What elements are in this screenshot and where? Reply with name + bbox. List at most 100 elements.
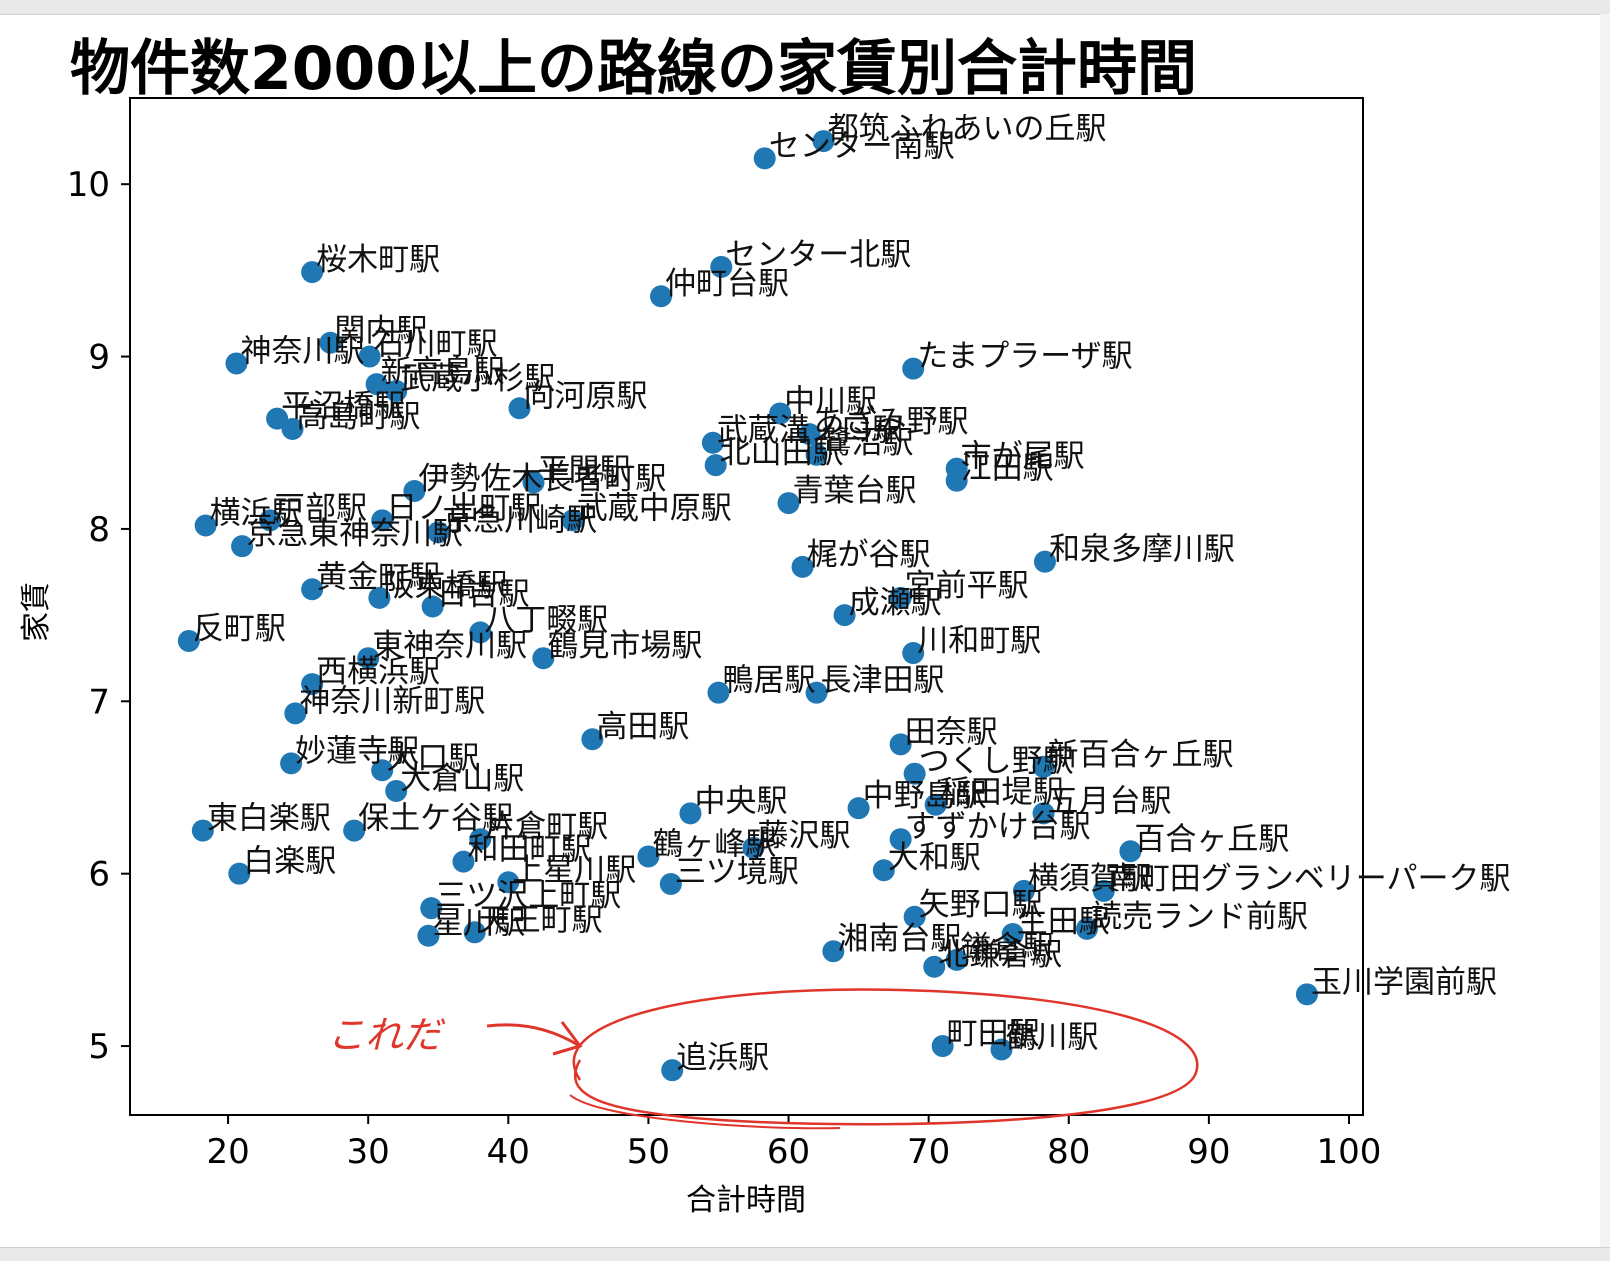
data-point	[798, 423, 821, 446]
data-point	[889, 586, 912, 609]
point-label: 川和町駅	[917, 623, 1041, 659]
point-label: 片倉町駅	[484, 809, 608, 845]
point-label: 町田駅	[947, 1016, 1040, 1052]
point-label: 伊勢佐木長者町駅	[418, 461, 666, 497]
point-label: 桜木町駅	[316, 242, 440, 278]
data-point	[833, 604, 856, 627]
data-point	[421, 595, 444, 618]
handwritten-annotation: これだ	[327, 988, 1199, 1130]
data-point	[945, 469, 968, 492]
annotation-text: これだ	[327, 1013, 446, 1057]
point-label: 日吉駅	[437, 577, 530, 613]
data-point	[805, 443, 828, 466]
data-point	[889, 828, 912, 851]
annotation-ellipse-stroke-2	[569, 1094, 841, 1130]
point-label: 関内駅	[334, 313, 427, 349]
y-axis-label: 家賃	[19, 582, 54, 642]
x-tick-label: 90	[1187, 1132, 1230, 1172]
data-point	[561, 509, 584, 532]
x-tick-label: 50	[627, 1132, 670, 1172]
point-label: 五月台駅	[1048, 783, 1172, 819]
data-points	[177, 130, 1318, 1082]
data-point	[903, 905, 926, 928]
point-label: 保土ケ谷駅	[358, 801, 513, 837]
data-point	[452, 850, 475, 873]
data-point	[427, 521, 450, 544]
point-label: 北山田駅	[720, 435, 844, 471]
point-label: 京急東神奈川駅	[246, 516, 463, 552]
data-point	[805, 681, 828, 704]
data-point	[319, 331, 342, 354]
y-tick-label: 6	[88, 855, 110, 895]
annotation-ellipse-stroke-1	[572, 988, 1199, 1126]
point-label: 市が尾駅	[961, 439, 1085, 475]
point-label: 中川駅	[784, 383, 877, 419]
point-label: 武蔵中原駅	[577, 490, 732, 526]
point-label: 高田駅	[596, 709, 689, 745]
data-point	[522, 471, 545, 494]
point-label: 大和駅	[888, 840, 981, 876]
data-point	[889, 733, 912, 756]
data-point	[385, 380, 408, 403]
data-point	[847, 797, 870, 820]
point-label: 鷺沼駅	[821, 425, 914, 461]
point-label: 稲田堤駅	[940, 775, 1064, 811]
data-point	[1032, 755, 1055, 778]
point-label: 白楽駅	[243, 844, 336, 880]
data-point	[469, 621, 492, 644]
data-point	[581, 728, 604, 751]
point-label: 宮前平駅	[905, 568, 1029, 604]
data-point	[742, 836, 765, 859]
point-label: 矢野口駅	[919, 887, 1043, 923]
data-point	[902, 642, 925, 665]
data-point	[508, 397, 531, 420]
data-point	[637, 845, 660, 868]
data-point	[1012, 879, 1035, 902]
point-label: すずかけ台駅	[905, 809, 1091, 845]
point-label: 戸部駅	[274, 490, 367, 526]
point-label: 高島町駅	[297, 399, 421, 435]
point-label: 北鎌倉駅	[938, 937, 1062, 973]
point-label: 梶が谷駅	[807, 537, 931, 573]
point-label: 東神奈川駅	[372, 628, 527, 664]
data-point	[343, 819, 366, 842]
point-label: 西横浜駅	[316, 654, 440, 690]
point-label: つくし野駅	[919, 744, 1074, 780]
data-point	[301, 261, 324, 284]
point-label: 大口駅	[386, 740, 479, 776]
data-point	[1295, 983, 1318, 1006]
point-label: 鶴川駅	[1006, 1019, 1099, 1055]
point-label: 阪東橋駅	[383, 568, 507, 604]
point-label: 武蔵溝ノ口駅	[717, 413, 903, 449]
data-point	[469, 828, 492, 851]
data-point	[228, 862, 251, 885]
point-label: 大倉山駅	[400, 761, 524, 797]
data-point	[301, 673, 324, 696]
data-point	[371, 509, 394, 532]
point-label: 天王町駅	[479, 902, 603, 938]
x-tick-label: 80	[1047, 1132, 1090, 1172]
data-point	[403, 480, 426, 503]
data-point	[650, 285, 673, 308]
data-point	[231, 535, 254, 558]
data-point	[281, 417, 304, 440]
point-label: 反町駅	[193, 611, 286, 647]
point-label: 鎌倉駅	[961, 930, 1054, 966]
point-label: 神奈川駅	[240, 333, 364, 369]
point-label: 青葉台駅	[793, 473, 917, 509]
point-label: 仲町台駅	[665, 266, 789, 302]
data-point	[385, 779, 408, 802]
data-point	[812, 130, 835, 153]
data-point	[777, 492, 800, 515]
point-label: 向河原駅	[524, 378, 648, 414]
point-label: 黄金町駅	[316, 559, 440, 595]
data-point	[659, 873, 682, 896]
data-point	[358, 345, 381, 368]
x-tick-label: 70	[907, 1132, 950, 1172]
window-right-edge	[1600, 14, 1610, 1247]
point-label: 日ノ出町駅	[386, 490, 541, 526]
point-label: 中野島駅	[863, 778, 987, 814]
point-label: 中央駅	[694, 783, 787, 819]
